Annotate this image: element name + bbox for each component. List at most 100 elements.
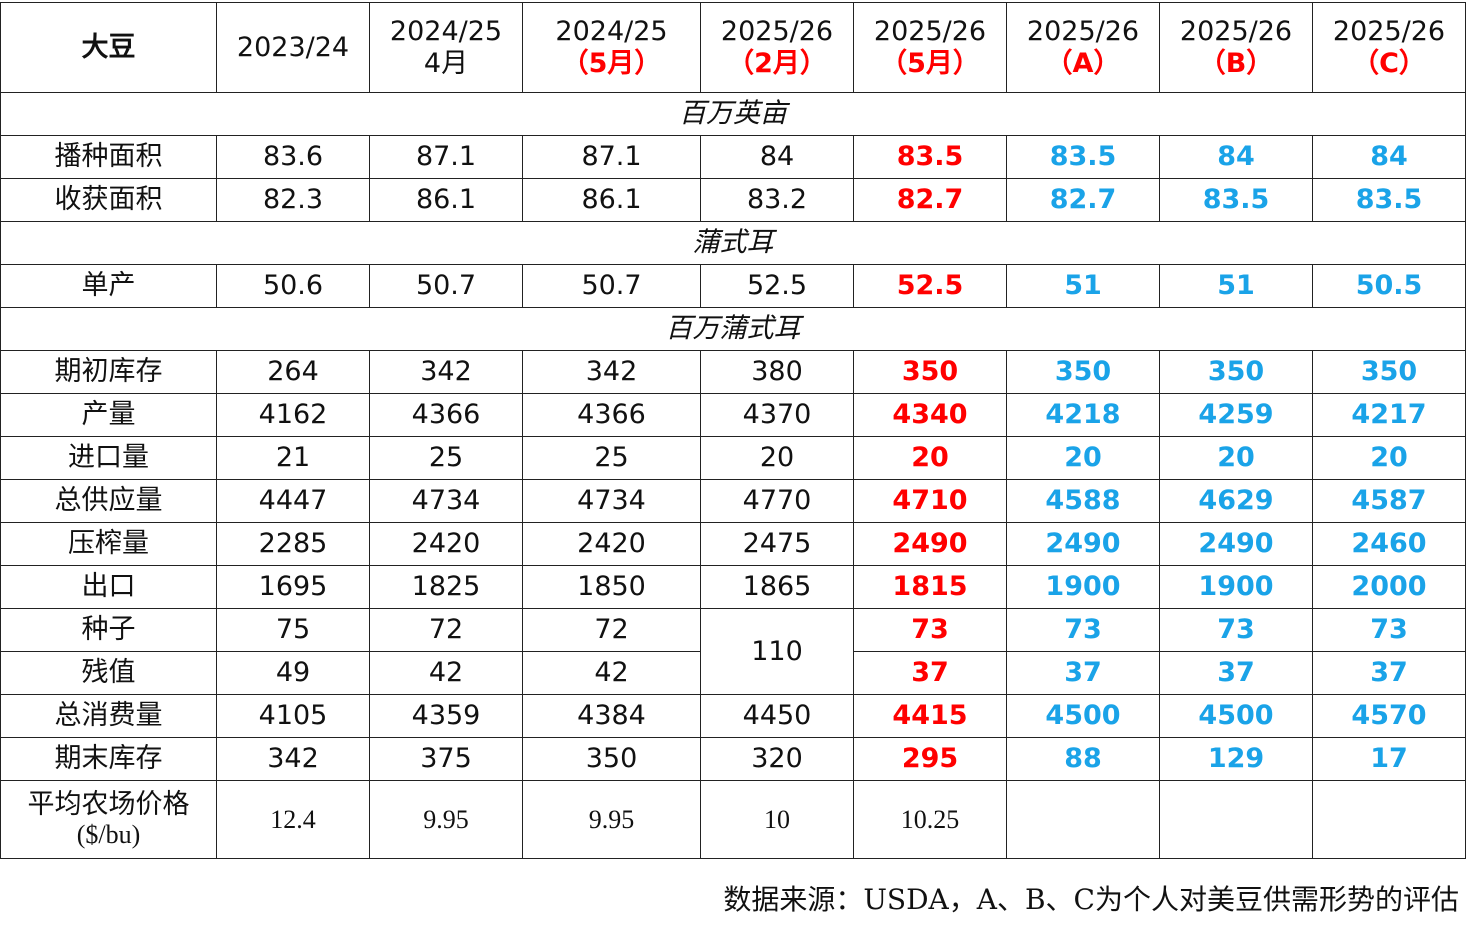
supply-demand-table: 大豆 2023/24 2024/25 4月 2024/25 （5月） 2025/26 （2月）… [0,2,1466,859]
price-label: 平均农场价格 [27,789,190,821]
value-cell: 52.5 [853,264,1007,308]
data-row: 总消费量 4105 4359 4384 4450 4415 4500 4500 4570 [0,694,1466,738]
value-cell: 17 [1312,737,1466,781]
row-label: 平均农场价格 ($/bu) [0,780,217,859]
header-cell: 2023/24 [216,2,370,93]
value-cell: 84 [700,135,854,179]
value-cell: 82.7 [853,178,1007,222]
value-cell: 295 [853,737,1007,781]
value-cell: 4588 [1006,479,1160,523]
value-cell: 129 [1159,737,1313,781]
value-cell: 83.5 [1159,178,1313,222]
value-cell: 350 [853,350,1007,394]
value-cell: 73 [853,608,1007,652]
value-cell: 20 [700,436,854,480]
value-cell: 72 [369,608,523,652]
row-label: 出口 [0,565,217,609]
value-cell: 9.95 [522,780,701,859]
footnote: 数据来源：USDA，A、B、C为个人对美豆供需形势的评估 [723,883,1459,916]
value-cell: 1865 [700,565,854,609]
row-label: 单产 [0,264,217,308]
header-year: 2025/26 [1179,16,1293,48]
value-cell: 83.5 [1006,135,1160,179]
value-cell: 42 [369,651,523,695]
value-cell: 4710 [853,479,1007,523]
unit-row: 蒲式耳 [0,221,1466,265]
value-cell: 49 [216,651,370,695]
data-row: 期初库存 264 342 342 380 350 350 350 350 [0,350,1466,394]
value-cell: 51 [1006,264,1160,308]
value-cell: 4366 [369,393,523,437]
value-cell: 73 [1006,608,1160,652]
value-cell: 320 [700,737,854,781]
value-cell: 4366 [522,393,701,437]
value-cell: 342 [369,350,523,394]
data-row: 播种面积 83.6 87.1 87.1 84 83.5 83.5 84 84 [0,135,1466,179]
value-cell: 2475 [700,522,854,566]
unit-cell: 百万英亩 [0,92,1466,136]
row-label: 收获面积 [0,178,217,222]
value-cell: 84 [1312,135,1466,179]
unit-cell: 蒲式耳 [0,221,1466,265]
row-label: 期初库存 [0,350,217,394]
value-cell: 20 [1006,436,1160,480]
header-cell: 2025/26 （2月） [700,2,854,93]
value-cell: 4370 [700,393,854,437]
header-year: 2023/24 [236,31,350,63]
value-cell: 20 [1159,436,1313,480]
header-cell: 2024/25 （5月） [522,2,701,93]
value-cell: 87.1 [522,135,701,179]
row-label: 种子 [0,608,217,652]
value-cell: 2285 [216,522,370,566]
value-cell: 342 [216,737,370,781]
value-cell: 73 [1312,608,1466,652]
header-note: （B） [1198,47,1274,79]
header-cell: 2025/26 （B） [1159,2,1313,93]
data-row: 压榨量 2285 2420 2420 2475 2490 2490 2490 2460 [0,522,1466,566]
value-cell: 350 [1006,350,1160,394]
row-label: 期末库存 [0,737,217,781]
value-cell: 1825 [369,565,523,609]
value-cell: 86.1 [522,178,701,222]
value-cell: 50.5 [1312,264,1466,308]
value-cell: 4734 [369,479,523,523]
header-year: 2025/26 [720,16,834,48]
header-year: 2024/25 [389,16,503,48]
empty-cell [1312,780,1466,859]
value-cell: 12.4 [216,780,370,859]
data-row: 单产 50.6 50.7 50.7 52.5 52.5 51 51 50.5 [0,264,1466,308]
value-cell: 50.7 [522,264,701,308]
value-cell: 4447 [216,479,370,523]
value-cell: 4162 [216,393,370,437]
value-cell: 37 [853,651,1007,695]
header-year: 2025/26 [1332,16,1446,48]
value-cell: 350 [522,737,701,781]
value-cell: 2490 [1159,522,1313,566]
value-cell: 1900 [1159,565,1313,609]
header-note: （5月） [880,47,980,79]
header-year: 2024/25 [555,16,668,48]
value-cell: 4384 [522,694,701,738]
header-cell: 2025/26 （5月） [853,2,1007,93]
value-cell: 37 [1312,651,1466,695]
data-row: 收获面积 82.3 86.1 86.1 83.2 82.7 82.7 83.5 83.5 [0,178,1466,222]
data-row: 期末库存 342 375 350 320 295 88 129 17 [0,737,1466,781]
value-cell: 350 [1312,350,1466,394]
value-cell: 25 [522,436,701,480]
row-label: 压榨量 [0,522,217,566]
value-cell: 4629 [1159,479,1313,523]
row-label: 进口量 [0,436,217,480]
header-note: （A） [1045,47,1121,79]
value-cell: 4734 [522,479,701,523]
value-cell: 84 [1159,135,1313,179]
header-year: 2025/26 [873,16,987,48]
value-cell: 1695 [216,565,370,609]
value-cell: 4500 [1159,694,1313,738]
value-cell: 2490 [853,522,1007,566]
price-row: 平均农场价格 ($/bu) 12.4 9.95 9.95 10 10.25 [0,780,1466,859]
value-cell: 25 [369,436,523,480]
value-cell: 87.1 [369,135,523,179]
header-cell: 2025/26 （C） [1312,2,1466,93]
value-cell: 10.25 [853,780,1007,859]
